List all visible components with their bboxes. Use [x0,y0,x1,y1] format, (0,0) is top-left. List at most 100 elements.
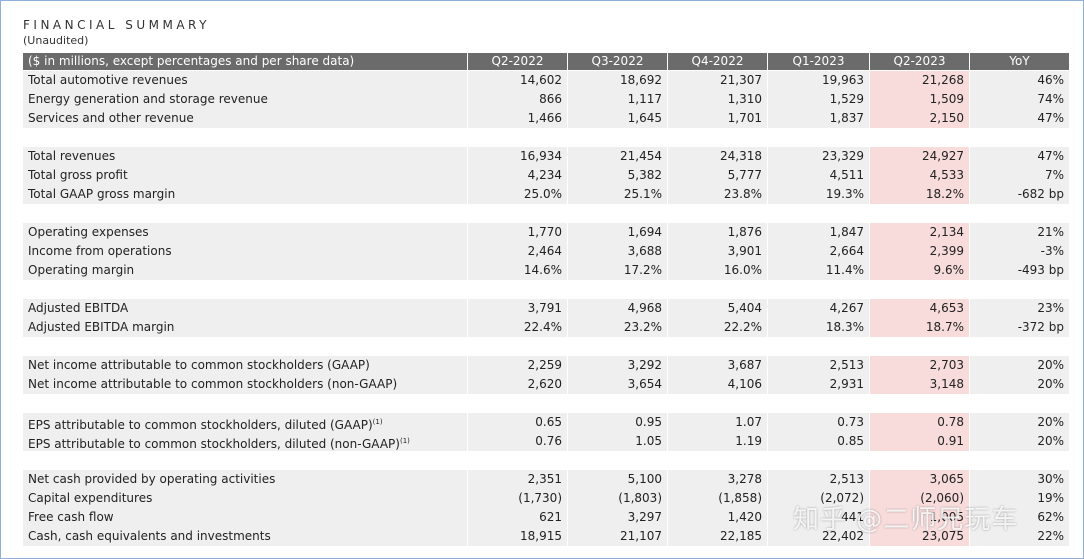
column-header: Q1-2023 [767,53,869,70]
row-label-cell: Services and other revenue [23,109,467,128]
table-row: Income from operations 2,464 3,688 3,901 2,6… [23,242,1069,261]
value-cell: 0.78 [869,413,969,432]
value-cell: -682 bp [969,185,1069,204]
value-cell: 25.0% [467,185,567,204]
value-cell: 24,927 [869,147,969,166]
value-cell: 4,968 [567,299,667,318]
value-cell: 22% [969,527,1069,546]
column-header: Q4-2022 [667,53,767,70]
value-cell: 47% [969,147,1069,166]
row-label-cell: EPS attributable to common stockholders,… [23,432,467,451]
value-cell: 441 [767,508,869,527]
value-cell: 18.7% [869,318,969,337]
value-cell: 2,150 [869,109,969,128]
table-row: Free cash flow 621 3,297 1,420 441 1,005 62% [23,508,1069,527]
spacer [23,128,1069,147]
value-cell: 74% [969,90,1069,109]
row-label: Total revenues [28,149,116,163]
value-cell: 1,701 [667,109,767,128]
value-cell: 2,664 [767,242,869,261]
table-row: Adjusted EBITDA 3,791 4,968 5,404 4,267 4,653… [23,299,1069,318]
value-cell: 2,513 [767,356,869,375]
row-label-cell: Total GAAP gross margin [23,185,467,204]
spacer [23,451,1069,470]
value-cell: 2,464 [467,242,567,261]
row-label-cell: Total automotive revenues [23,71,467,90]
value-cell: 23% [969,299,1069,318]
value-cell: 1,509 [869,90,969,109]
table-row: Net income attributable to common stockh… [23,375,1069,394]
table-row: Services and other revenue 1,466 1,645 1,70… [23,109,1069,128]
value-cell: 47% [969,109,1069,128]
table-row: Net income attributable to common stockh… [23,356,1069,375]
table-row: EPS attributable to common stockholders,… [23,432,1069,451]
value-cell: 3,791 [467,299,567,318]
table-row: Energy generation and storage revenue 866… [23,90,1069,109]
value-cell: 21,454 [567,147,667,166]
row-label: EPS attributable to common stockholders,… [28,437,400,451]
value-cell: 2,931 [767,375,869,394]
header-row: ($ in millions, except percentages and p… [23,53,1069,70]
value-cell: 0.65 [467,413,567,432]
value-cell: 21% [969,223,1069,242]
value-cell: 19,963 [767,71,869,90]
value-cell: 4,234 [467,166,567,185]
subtitle: (Unaudited) [23,34,89,47]
table: ($ in millions, except percentages and p… [23,53,1069,546]
value-cell: 22,402 [767,527,869,546]
value-cell: 2,620 [467,375,567,394]
value-cell: 0.91 [869,432,969,451]
value-cell: 14.6% [467,261,567,280]
value-cell: 1,847 [767,223,869,242]
value-cell: 20% [969,375,1069,394]
value-cell: 3,687 [667,356,767,375]
footnote-marker: (1) [372,418,383,426]
value-cell: 20% [969,432,1069,451]
row-label: Net cash provided by operating activitie… [28,472,276,486]
value-cell: 1,005 [869,508,969,527]
row-label-cell: Operating margin [23,261,467,280]
value-cell: 23,329 [767,147,869,166]
table-row: Cash, cash equivalents and investments 18… [23,527,1069,546]
value-cell: 3,278 [667,470,767,489]
value-cell: -372 bp [969,318,1069,337]
column-header: ($ in millions, except percentages and p… [28,54,355,68]
table-row: Total revenues 16,934 21,454 24,318 23,329 24… [23,147,1069,166]
row-label: Total gross profit [28,168,128,182]
value-cell: 23.2% [567,318,667,337]
column-header: Q2-2022 [467,53,567,70]
value-cell: 1,117 [567,90,667,109]
row-label: Free cash flow [28,510,114,524]
column-header: YoY [969,53,1069,70]
value-cell: 16,934 [467,147,567,166]
value-cell: 7% [969,166,1069,185]
spacer [23,394,1069,413]
value-cell: 1,420 [667,508,767,527]
value-cell: 3,688 [567,242,667,261]
row-label: Services and other revenue [28,111,194,125]
footnote-marker: (1) [399,437,410,445]
watermark: 知乎 @二师兄玩车 [793,505,1019,535]
value-cell: 3,297 [567,508,667,527]
row-label: Net income attributable to common stockh… [28,358,370,372]
row-label-cell: Total revenues [23,147,467,166]
value-cell: 21,107 [567,527,667,546]
value-cell: -493 bp [969,261,1069,280]
value-cell: 4,106 [667,375,767,394]
value-cell: (1,803) [567,489,667,508]
row-label: Total GAAP gross margin [28,187,176,201]
table-row: Operating expenses 1,770 1,694 1,876 1,847 2,… [23,223,1069,242]
value-cell: 30% [969,470,1069,489]
value-cell: 1.07 [667,413,767,432]
table-row: Total automotive revenues 14,602 18,692 21,… [23,71,1069,90]
value-cell: 19.3% [767,185,869,204]
value-cell: 22,185 [667,527,767,546]
value-cell: 5,100 [567,470,667,489]
spacer [23,337,1069,356]
value-cell: 1,466 [467,109,567,128]
value-cell: 1.19 [667,432,767,451]
row-label: Adjusted EBITDA margin [28,320,175,334]
row-label: Net income attributable to common stockh… [28,377,398,391]
row-label-cell: Total gross profit [23,166,467,185]
table-row: Total gross profit 4,234 5,382 5,777 4,511 4,… [23,166,1069,185]
